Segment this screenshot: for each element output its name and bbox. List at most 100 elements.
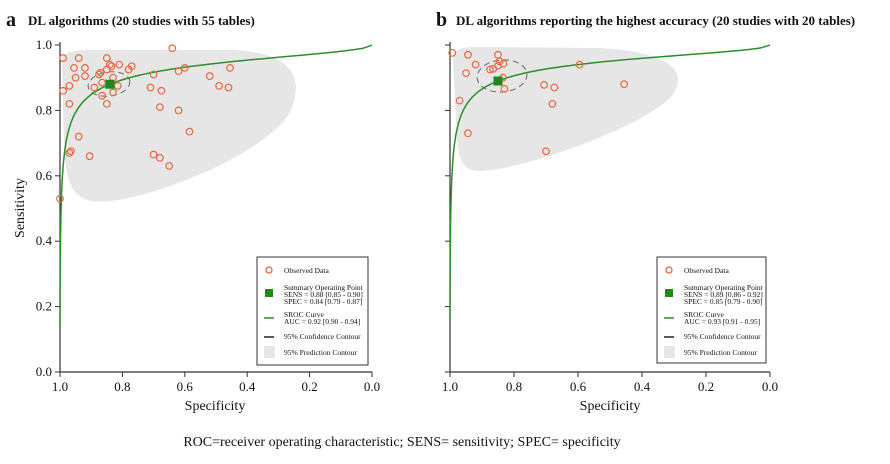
observed-data-point xyxy=(65,81,74,90)
observed-data-point xyxy=(495,57,504,66)
observed-data-point xyxy=(56,194,64,203)
panel-letter: a xyxy=(6,9,16,31)
observed-data-point xyxy=(59,54,68,62)
x-tick-label: 0.4 xyxy=(239,379,256,394)
observed-data-point xyxy=(462,69,470,78)
observed-data-point xyxy=(489,64,498,73)
x-tick-label: 0.8 xyxy=(114,379,130,394)
y-tick-label: 0.8 xyxy=(36,102,52,117)
observed-data-point xyxy=(548,99,557,108)
observed-data-point xyxy=(500,84,509,93)
x-axis-label: Specificity xyxy=(580,399,641,414)
x-axis-label: Specificity xyxy=(185,399,246,414)
x-tick-label: 0.0 xyxy=(364,379,380,394)
observed-data-point xyxy=(95,70,103,79)
observed-data-point xyxy=(71,73,80,82)
y-axis-label: Sensitivity xyxy=(13,178,28,238)
y-tick-label: 0.0 xyxy=(36,364,52,379)
observed-data-point xyxy=(620,80,628,89)
observed-data-point xyxy=(65,149,74,157)
legend-auc-label: AUC = 0.93 [0.91 - 0.95] xyxy=(684,317,760,326)
legend-summary-icon xyxy=(665,289,673,297)
legend-confidence-label: 95% Confidence Contour xyxy=(684,332,761,341)
legend-summary-label: Summary Operating Point xyxy=(684,283,764,292)
x-tick-label: 0.2 xyxy=(698,379,714,394)
y-tick-label: 0.2 xyxy=(36,299,52,314)
legend: Observed Data Summary Operating PointSENS… xyxy=(256,256,369,366)
observed-data-point xyxy=(85,152,94,161)
observed-data-point xyxy=(205,72,214,80)
observed-data-point xyxy=(109,88,117,97)
x-tick-label: 0.6 xyxy=(570,379,587,394)
legend-prediction-label: 95% Prediction Contour xyxy=(284,348,357,357)
sroc-curve xyxy=(449,44,771,320)
observed-data-point xyxy=(90,83,99,92)
observed-data-point xyxy=(102,99,111,108)
observed-data-point xyxy=(59,86,68,95)
y-tick-label: 0.4 xyxy=(36,233,53,248)
observed-data-point xyxy=(67,147,75,156)
observed-data-point xyxy=(74,54,83,62)
observed-data-point xyxy=(146,83,155,92)
observed-data-point xyxy=(165,162,174,170)
observed-data-point xyxy=(102,54,111,62)
legend-observed-icon xyxy=(265,266,273,274)
observed-data-point xyxy=(70,63,78,72)
observed-data-point xyxy=(540,80,548,89)
observed-data-point xyxy=(65,99,74,108)
x-tick-label: 0.2 xyxy=(301,379,317,394)
observed-data-point xyxy=(168,44,177,53)
observed-data-point xyxy=(215,81,224,90)
observed-data-point xyxy=(155,153,164,162)
legend-summary-icon xyxy=(265,289,273,297)
observed-data-point xyxy=(486,65,494,74)
legend-box xyxy=(656,256,767,364)
legend-prediction-icon xyxy=(264,346,275,358)
observed-data-point xyxy=(471,60,480,69)
observed-data-point xyxy=(155,103,164,112)
panel-letter: b xyxy=(436,9,447,31)
observed-data-point xyxy=(98,91,107,100)
observed-data-point xyxy=(81,72,89,80)
legend-spec-label: SPEC = 0.84 [0.79 - 0.87] xyxy=(284,297,362,306)
prediction-contour xyxy=(453,47,679,172)
observed-data-point xyxy=(542,147,550,156)
legend-sens-label: SENS = 0.89 [0.86 - 0.92] xyxy=(684,290,763,299)
observed-data-point xyxy=(102,65,111,74)
panel-a: a DL algorithms (20 studies with 55 tabl… xyxy=(6,9,380,414)
observed-data-point xyxy=(74,132,83,141)
observed-data-point xyxy=(550,83,559,92)
observed-data-point xyxy=(115,60,124,69)
observed-data-point xyxy=(455,96,464,105)
legend-box xyxy=(256,256,369,366)
panel-b: b DL algorithms reporting the highest ac… xyxy=(436,9,855,414)
y-tick-label: 0.6 xyxy=(36,168,53,183)
observed-data-point xyxy=(224,83,233,92)
panel-title: DL algorithms (20 studies with 55 tables… xyxy=(28,13,255,28)
observed-data-point xyxy=(464,50,472,59)
observed-data-point xyxy=(96,68,105,77)
observed-data-point xyxy=(149,70,158,79)
legend-observed-label: Observed Data xyxy=(684,266,729,275)
legend-auc-label: AUC = 0.92 [0.90 - 0.94] xyxy=(284,317,360,326)
observed-data-point xyxy=(448,48,457,57)
observed-data-point xyxy=(124,65,133,74)
confidence-contour xyxy=(87,71,131,97)
legend-confidence-label: 95% Confidence Contour xyxy=(284,332,361,341)
panel-title: DL algorithms reporting the highest accu… xyxy=(456,13,855,28)
legend-sroc-label: SROC Curve xyxy=(284,310,324,319)
summary-operating-point xyxy=(105,79,115,89)
summary-operating-point xyxy=(493,76,503,86)
observed-data-point xyxy=(185,127,194,136)
legend-prediction-label: 95% Prediction Contour xyxy=(684,348,757,357)
observed-data-point xyxy=(149,150,158,159)
legend-summary-label: Summary Operating Point xyxy=(284,283,364,292)
observed-data-point xyxy=(81,63,89,72)
x-tick-label: 0.6 xyxy=(177,379,194,394)
figure-caption: ROC=receiver operating characteristic; S… xyxy=(183,435,620,450)
legend-prediction-icon xyxy=(664,346,675,358)
sroc-curve xyxy=(59,44,373,325)
observed-data-point xyxy=(157,86,166,95)
y-tick-label: 1.0 xyxy=(36,37,52,52)
